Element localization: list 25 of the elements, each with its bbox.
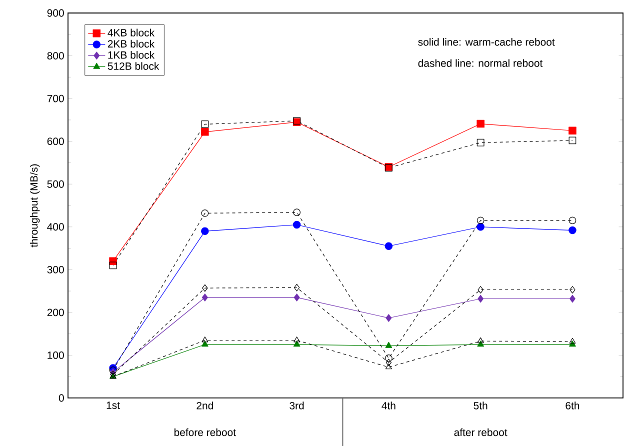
legend-label: 4KB block <box>108 28 155 36</box>
annotation: solid line: warm-cache reboot <box>418 38 555 46</box>
y-tick-label: 100 <box>48 352 64 359</box>
text: after reboot <box>454 428 508 436</box>
y-tick-label: 400 <box>47 223 64 231</box>
legend-label: 2KB block <box>108 40 155 48</box>
x-tick-label: 3rd <box>290 402 304 410</box>
y-tick-label: 700 <box>47 94 64 102</box>
y-tick-label: 800 <box>47 52 64 60</box>
y-tick-label: 300 <box>47 266 64 274</box>
x-tick-label: 4th <box>382 402 396 410</box>
annotation: dashed line: normal reboot <box>418 59 543 67</box>
y-tick-label: 200 <box>47 308 64 316</box>
legend-label: 1KB block <box>108 51 155 59</box>
text: before reboot <box>174 428 236 436</box>
x-tick-label: 5th <box>474 402 488 410</box>
x-tick-label: 2nd <box>196 402 213 410</box>
y-tick-label: 600 <box>47 138 64 146</box>
y-tick-label: 900 <box>47 9 64 17</box>
legend-label: 512B block <box>108 62 160 70</box>
x-tick-label: 1st <box>106 402 120 409</box>
x-tick-label: 6th <box>566 402 580 410</box>
y-axis-title: throughput (MB/s) <box>30 164 40 248</box>
y-tick-label: 0 <box>58 394 64 402</box>
y-tick-label: 500 <box>47 180 64 188</box>
